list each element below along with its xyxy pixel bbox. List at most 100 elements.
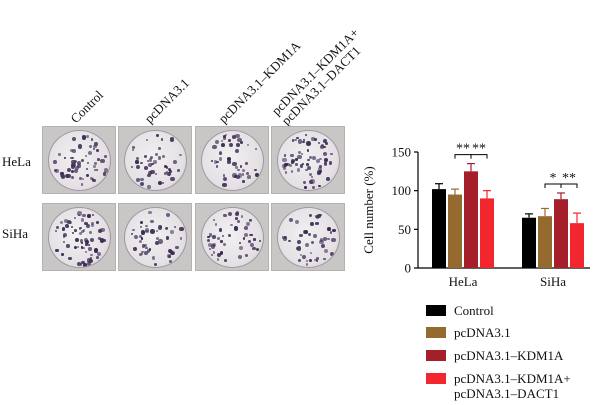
significance-label: ** [562, 171, 576, 186]
colony-dot [94, 162, 98, 166]
culture-plate [124, 130, 187, 191]
colony-dot [156, 230, 159, 233]
colony-dot [170, 176, 175, 182]
colony-dot [157, 181, 162, 186]
significance-label: ** [456, 142, 470, 157]
colony-dot [297, 246, 302, 251]
colony-dot [282, 157, 287, 163]
colony-dot [311, 185, 315, 189]
colony-dot [237, 168, 240, 172]
colony-dot [301, 162, 304, 166]
colony-dot [168, 168, 171, 171]
colony-dot [319, 239, 324, 244]
colony-dot [228, 143, 234, 148]
colony-dot [258, 240, 261, 243]
colony-dot [96, 221, 99, 224]
colony-dot [73, 159, 77, 163]
colony-dot [289, 217, 294, 222]
colony-dot [90, 223, 94, 227]
colony-dot [150, 169, 155, 175]
colony-dot [60, 171, 64, 176]
colony-dot [80, 263, 83, 266]
colony-dot [77, 144, 83, 149]
colony-dish [195, 126, 269, 194]
colony-dot [297, 155, 302, 160]
colony-dot [283, 163, 288, 167]
colony-dot [214, 160, 218, 164]
colony-dot [323, 257, 326, 260]
colony-dot [145, 224, 148, 227]
colony-dot [220, 140, 223, 143]
legend-swatch [426, 373, 446, 384]
colony-dot [223, 213, 227, 218]
colony-dot [248, 218, 252, 222]
colony-dot [323, 237, 327, 241]
colony-dot [300, 153, 303, 156]
colony-dot [248, 239, 252, 244]
colony-dot [300, 164, 304, 168]
colony-dot [319, 158, 322, 161]
colony-dot [69, 220, 73, 224]
colony-dot [315, 259, 319, 263]
colony-dot [82, 246, 85, 250]
bar [522, 217, 536, 268]
colony-dot [223, 177, 228, 181]
colony-dot [80, 183, 84, 186]
colony-dot [131, 148, 134, 152]
colony-dot [213, 219, 216, 222]
colony-dot [77, 164, 81, 168]
colony-dot [166, 170, 169, 173]
colony-dot [151, 256, 156, 260]
colony-dot [136, 164, 141, 170]
colony-dot [62, 235, 66, 238]
colony-dish [42, 203, 116, 271]
colony-dot [247, 175, 251, 179]
colony-dot [71, 231, 74, 235]
row-label-siha: SiHa [2, 226, 28, 241]
colony-dish [271, 126, 345, 194]
colony-dot [318, 141, 321, 144]
colony-dot [91, 221, 95, 225]
colony-dot [298, 139, 303, 144]
colony-dot [70, 156, 74, 160]
colony-dot [89, 257, 92, 260]
colony-dot [222, 174, 226, 177]
colony-dot [76, 262, 81, 267]
colony-dot [297, 258, 301, 263]
colony-dot [168, 170, 172, 174]
colony-dot [236, 220, 241, 224]
colony-dot [63, 218, 69, 223]
x-tick-label: SiHa [540, 274, 566, 289]
colony-dot [310, 175, 314, 179]
colony-dot [305, 162, 309, 166]
colony-dot [85, 135, 89, 139]
colony-dot [66, 244, 70, 248]
colony-dot [244, 225, 248, 230]
colony-dot [98, 229, 103, 233]
colony-dot [145, 230, 149, 234]
colony-dot [314, 138, 317, 141]
colony-dot [175, 245, 180, 250]
colony-dot [179, 226, 184, 232]
colony-dot [326, 176, 331, 181]
colony-dot [73, 216, 76, 220]
colony-dot [305, 242, 310, 247]
colony-dot [147, 173, 151, 177]
colony-dot [309, 258, 312, 262]
bar [480, 198, 494, 268]
colony-dot [212, 251, 216, 254]
colony-dot [328, 160, 333, 165]
colony-dot [91, 138, 94, 141]
colony-dot [99, 238, 104, 243]
colony-dot [86, 223, 91, 228]
colony-dot [87, 258, 92, 263]
colony-dot [329, 251, 335, 257]
colony-dot [220, 240, 223, 243]
colony-dot [242, 179, 245, 183]
colony-dot [83, 263, 87, 267]
colony-dot [207, 235, 210, 239]
colony-dot [139, 220, 143, 224]
colony-dot [284, 171, 287, 174]
colony-dot [329, 231, 333, 234]
colony-dot [281, 163, 286, 168]
